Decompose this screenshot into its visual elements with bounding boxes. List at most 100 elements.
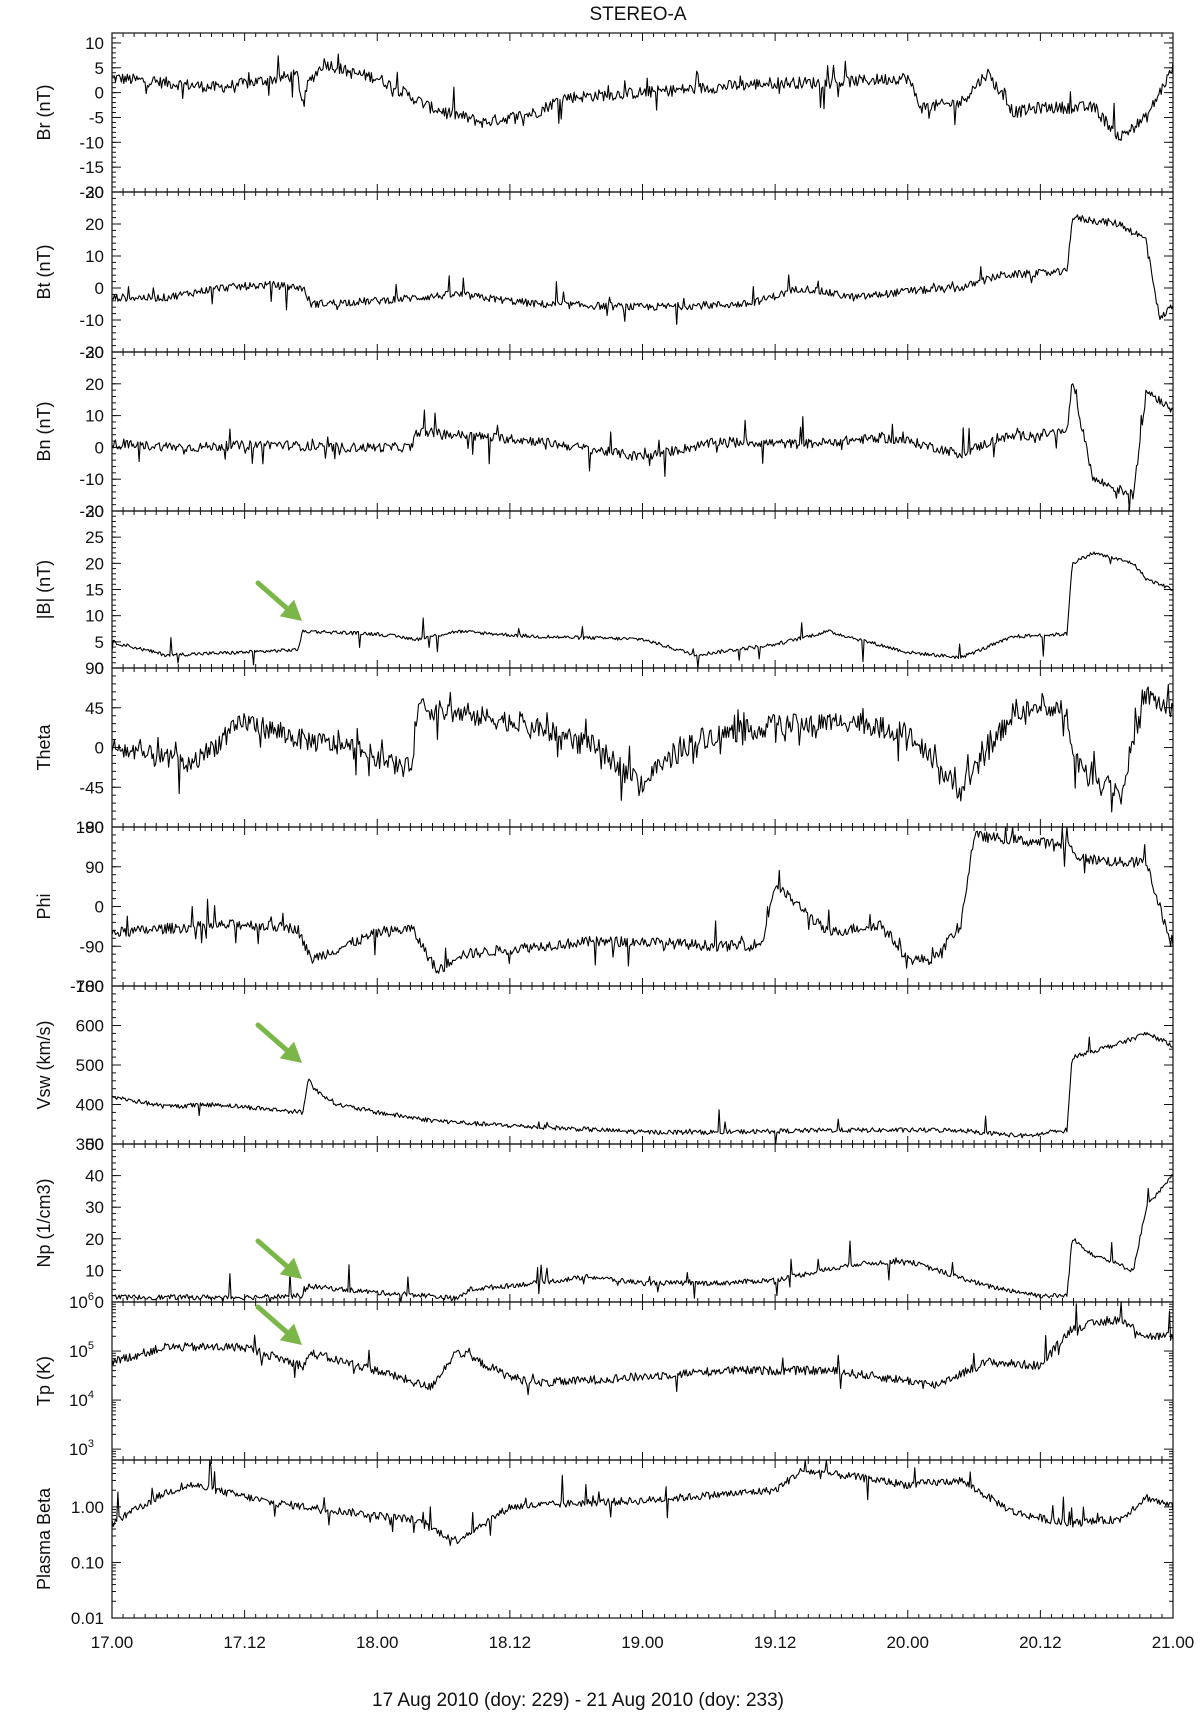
y-tick-label: 106 (69, 1291, 94, 1312)
x-tick-label: 20.00 (886, 1633, 929, 1652)
y-tick-label: 0 (95, 279, 104, 298)
y-tick-label: 600 (76, 1017, 104, 1036)
x-tick-labels: 17.00 17.12 18.00 18.12 19.00 19.12 20.00 20.12… (91, 1633, 1195, 1652)
panel-frame (111, 1301, 1174, 1461)
y-tick-label: 105 (69, 1340, 94, 1361)
y-tick-label: 10 (85, 1261, 104, 1280)
y-tick-label: 30 (85, 343, 104, 362)
event-arrow (255, 1304, 302, 1345)
y-axis-label: Tp (K) (34, 1356, 54, 1406)
y-tick-label: 40 (85, 1167, 104, 1186)
panel-bn: 30 20 10 0 -10 -20 Bn (nT) (34, 343, 1174, 521)
panel-np: 50 40 30 20 10 0 Np (1/cm3) (34, 1135, 1174, 1312)
panel-theta: 90 45 0 -45 -90 Theta (34, 659, 1174, 837)
y-tick-label: 30 (85, 183, 104, 202)
x-tick-label: 21.00 (1152, 1633, 1195, 1652)
y-tick-label: 400 (76, 1096, 104, 1115)
y-tick-label: 10 (85, 607, 104, 626)
x-tick-label: 18.12 (489, 1633, 532, 1652)
arrow-head (279, 1257, 302, 1279)
y-tick-label: -90 (79, 937, 104, 956)
y-tick-label: 0 (95, 898, 104, 917)
y-tick-label: 103 (69, 1438, 94, 1459)
series-line-np (111, 1174, 1174, 1303)
panel-frame (111, 667, 1174, 828)
y-tick-label: 5 (95, 59, 104, 78)
panel-frame (111, 826, 1174, 987)
arrow-shaft (255, 1304, 293, 1338)
y-tick-label: 20 (85, 554, 104, 573)
x-tick-label: 17.12 (223, 1633, 266, 1652)
y-tick-label: 50 (85, 1135, 104, 1154)
series-line-br (111, 53, 1174, 142)
y-axis-label: |B| (nT) (34, 560, 54, 619)
y-axis-label: Bn (nT) (34, 401, 54, 461)
y-axis-label: Plasma Beta (34, 1487, 54, 1590)
y-tick-label: -20 (79, 502, 104, 521)
panel-plasma-beta: 1.00 0.10 0.01 Plasma Beta (34, 1459, 1174, 1628)
series-line-tp (111, 1301, 1174, 1396)
panel-br: 10 5 0 -5 -10 -15 -20 Br (nT) (34, 32, 1174, 202)
y-tick-label: 0.10 (71, 1553, 104, 1572)
y-axis-label: Br (nT) (34, 85, 54, 141)
y-tick-label: 15 (85, 581, 104, 600)
y-tick-label: -90 (79, 818, 104, 837)
y-axis-label: Phi (34, 893, 54, 919)
y-tick-label: 45 (85, 699, 104, 718)
y-tick-label: 500 (76, 1056, 104, 1075)
panel-frame (111, 1143, 1174, 1303)
y-tick-label: 30 (85, 1198, 104, 1217)
y-tick-label: 0 (95, 438, 104, 457)
x-tick-label: 20.12 (1019, 1633, 1062, 1652)
y-axis-label: Np (1/cm3) (34, 1178, 54, 1267)
panel-phi: 180 90 0 -90 -180 Phi (34, 818, 1174, 996)
y-tick-label: 30 (85, 502, 104, 521)
series-line-bt (111, 214, 1174, 325)
y-tick-exponent: 6 (88, 1291, 94, 1303)
y-tick-label: 1.00 (71, 1498, 104, 1517)
event-arrow (255, 1022, 302, 1063)
y-tick-label: 25 (85, 528, 104, 547)
y-tick-label: 20 (85, 375, 104, 394)
arrow-head (279, 1041, 302, 1063)
y-tick-label: 104 (69, 1389, 94, 1410)
y-tick-label: 300 (76, 1135, 104, 1154)
y-tick-label: 0 (95, 739, 104, 758)
y-tick-label: -10 (79, 311, 104, 330)
x-tick-label: 19.00 (621, 1633, 664, 1652)
y-axis-label: Theta (34, 723, 54, 770)
panel-bt: 30 20 10 0 -10 -20 Bt (nT) (34, 183, 1174, 362)
y-tick-label: -20 (79, 183, 104, 202)
x-tick-label: 18.00 (356, 1633, 399, 1652)
y-tick-label: 700 (76, 977, 104, 996)
y-tick-label: 0.01 (71, 1609, 104, 1628)
arrow-head (279, 1323, 302, 1345)
y-tick-exponent: 4 (88, 1389, 94, 1401)
y-tick-label: 20 (85, 1230, 104, 1249)
y-tick-label: 0 (95, 659, 104, 678)
panel-vsw: 700 600 500 400 300 Vsw (km/s) (34, 977, 1174, 1154)
y-tick-label: 90 (85, 858, 104, 877)
y-tick-label: -10 (79, 470, 104, 489)
panel-b: 30 25 20 15 10 5 0 |B| (nT) (34, 502, 1174, 678)
event-arrow (255, 1238, 302, 1279)
panel-frame (111, 985, 1174, 1145)
series-line-phi (111, 826, 1174, 974)
panel-frame (111, 191, 1174, 353)
x-axis-caption: 17 Aug 2010 (doy: 229) - 21 Aug 2010 (do… (372, 1690, 784, 1711)
y-tick-label: 10 (85, 247, 104, 266)
y-tick-label: -15 (79, 158, 104, 177)
series-line-bn (111, 383, 1174, 512)
event-arrow (255, 580, 302, 621)
y-tick-label: -20 (79, 343, 104, 362)
series-line-theta (111, 683, 1174, 813)
panel-tp: 106 105 104 103 Tp (K) (34, 1291, 1174, 1461)
y-tick-label: 20 (85, 215, 104, 234)
panel-frame (111, 510, 1174, 669)
y-tick-exponent: 5 (88, 1340, 94, 1352)
y-tick-label: -10 (79, 133, 104, 152)
y-tick-label: 5 (95, 633, 104, 652)
panel-frame (111, 351, 1174, 512)
